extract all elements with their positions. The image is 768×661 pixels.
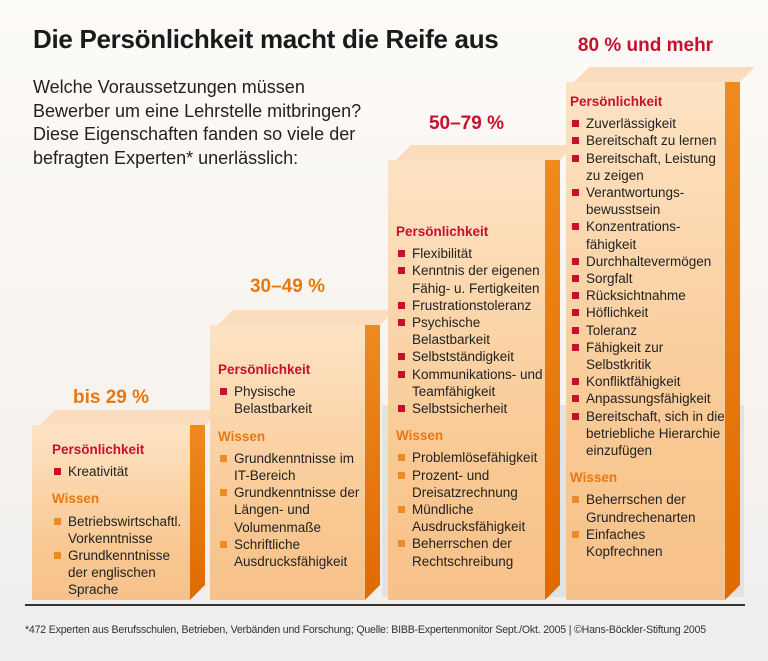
persoenlichkeit-item: Sorgfalt: [570, 270, 725, 287]
percentage-label: 30–49 %: [249, 276, 325, 297]
bar-top-face: [218, 310, 395, 325]
persoenlichkeit-item: Konzentrations- fähigkeit: [570, 218, 725, 252]
persoenlichkeit-item: Konfliktfähigkeit: [570, 373, 725, 390]
persoenlichkeit-item: Flexibilität: [396, 245, 545, 262]
persoenlichkeit-item: Frustrationstoleranz: [396, 297, 545, 314]
persoenlichkeit-item: Physische Belastbarkeit: [218, 383, 365, 417]
wissen-item: Beherrschen der Rechtschreibung: [396, 535, 545, 569]
wissen-item: Prozent- und Dreisatzrechnung: [396, 467, 545, 501]
bar-content: Persönlichkeit Physische Belastbarkeit Wis…: [210, 361, 365, 570]
footnote: *472 Experten aus Berufsschulen, Betrieb…: [25, 624, 706, 636]
bar-side-face: [725, 82, 740, 600]
wissen-item: Grundkenntnisse der Längen- und Volumenm…: [218, 484, 365, 536]
percentage-label: bis 29 %: [72, 387, 150, 408]
wissen-item: Betriebswirtschaftl. Vorkenntnisse: [52, 513, 190, 547]
bar-content: Persönlichkeit Zuverlässigkeit Bereitschaf…: [566, 93, 725, 560]
persoenlichkeit-item: Zuverlässigkeit: [570, 115, 725, 132]
bar-content: Persönlichkeit Kreativität Wissen Betriebsw…: [32, 441, 190, 599]
persoenlichkeit-item: Fähigkeit zur Selbstkritik: [570, 339, 725, 373]
wissen-item: Mündliche Ausdrucksfähigkeit: [396, 501, 545, 535]
persoenlichkeit-heading: Persönlichkeit: [218, 362, 311, 377]
wissen-item: Schriftliche Ausdrucksfähigkeit: [218, 536, 365, 570]
bar-top-face: [40, 410, 220, 425]
percentage-label: 50–79 %: [428, 113, 504, 134]
persoenlichkeit-item: Psychische Belastbarkeit: [396, 314, 545, 348]
persoenlichkeit-item: Durchhaltevermögen: [570, 253, 725, 270]
persoenlichkeit-item: Selbstsicherheit: [396, 400, 545, 417]
wissen-item: Beherrschen der Grundrechenarten: [570, 491, 725, 525]
bar-top-face: [574, 67, 755, 82]
wissen-item: Grundkenntnisse der englischen Sprache: [52, 547, 190, 599]
wissen-item: Einfaches Kopfrechnen: [570, 526, 725, 560]
persoenlichkeit-heading: Persönlichkeit: [52, 442, 145, 457]
bar-side-face: [190, 425, 205, 600]
percentage-label: 80 % und mehr: [577, 35, 714, 56]
divider: [25, 604, 745, 606]
bar-3: Persönlichkeit Flexibilität Kenntnis der e…: [388, 145, 575, 600]
wissen-heading: Wissen: [396, 428, 444, 444]
persoenlichkeit-item: Selbstständigkeit: [396, 348, 545, 365]
persoenlichkeit-item: Kommunikations- und Teamfähigkeit: [396, 366, 545, 400]
wissen-heading: Wissen: [570, 470, 618, 486]
bar-side-face: [545, 160, 560, 600]
persoenlichkeit-item: Kreativität: [52, 463, 190, 480]
wissen-item: Problemlösefähigkeit: [396, 449, 545, 466]
persoenlichkeit-item: Bereitschaft zu lernen: [570, 132, 725, 149]
bar-top-face: [396, 145, 575, 160]
persoenlichkeit-heading: Persönlichkeit: [396, 224, 489, 239]
persoenlichkeit-item: Bereitschaft, Leistung zu zeigen: [570, 150, 725, 184]
wissen-heading: Wissen: [52, 491, 100, 507]
persoenlichkeit-item: Rücksichtnahme: [570, 287, 725, 304]
persoenlichkeit-item: Bereitschaft, sich in die betriebliche H…: [570, 408, 725, 460]
bar-4: Persönlichkeit Zuverlässigkeit Bereitschaf…: [566, 67, 755, 600]
wissen-item: Grundkenntnisse im IT-Bereich: [218, 450, 365, 484]
intro-text: Welche Voraussetzungen müssen Bewerber u…: [33, 77, 362, 168]
bar-1: Persönlichkeit Kreativität Wissen Betriebsw…: [32, 410, 220, 600]
wissen-heading: Wissen: [218, 428, 266, 444]
bar-side-face: [365, 325, 380, 600]
persoenlichkeit-item: Verantwortungs- bewusstsein: [570, 184, 725, 218]
persoenlichkeit-heading: Persönlichkeit: [570, 94, 663, 109]
persoenlichkeit-item: Kenntnis der eigenen Fähig- u. Fertigkei…: [396, 262, 545, 296]
persoenlichkeit-item: Anpassungsfähigkeit: [570, 390, 725, 407]
persoenlichkeit-item: Höflichkeit: [570, 304, 725, 321]
bar-2: Persönlichkeit Physische Belastbarkeit Wis…: [210, 310, 395, 600]
bar-content: Persönlichkeit Flexibilität Kenntnis der e…: [388, 223, 545, 570]
persoenlichkeit-item: Toleranz: [570, 322, 725, 339]
page-title: Die Persönlichkeit macht die Reife aus: [33, 24, 499, 54]
